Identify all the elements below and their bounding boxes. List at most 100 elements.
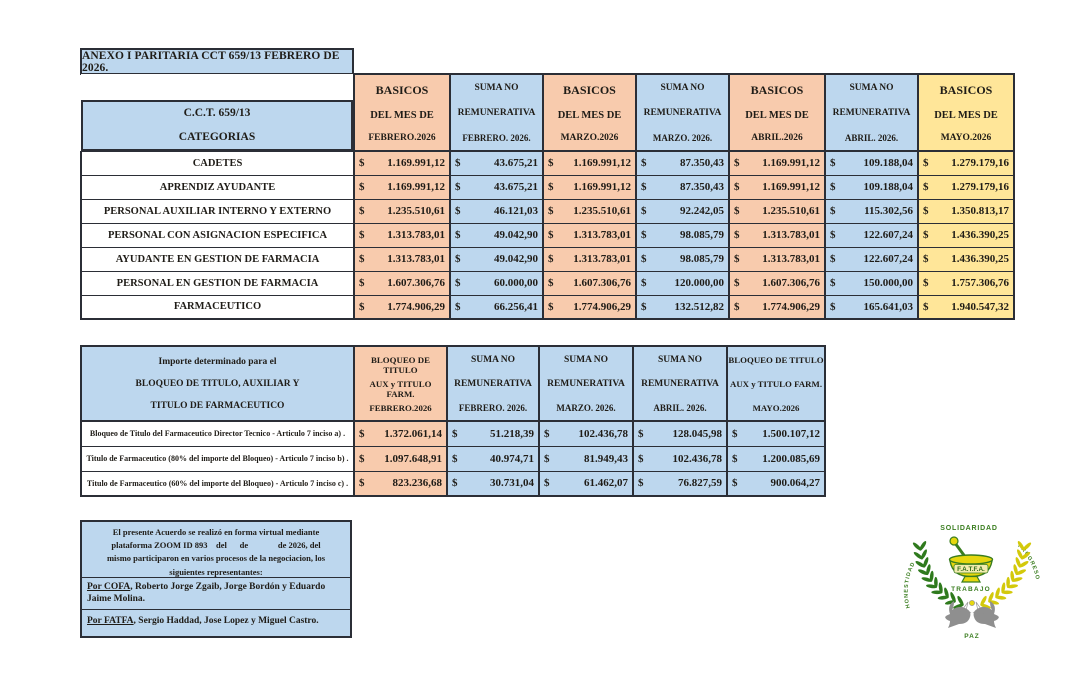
categorias-line: CATEGORIAS <box>178 130 256 143</box>
amount-value: 1.350.813,17 <box>951 205 1009 217</box>
currency-symbol: $ <box>452 452 458 465</box>
header-line1: SUMA NO <box>563 354 609 365</box>
category-cell: CADETES <box>80 150 355 176</box>
month-column-header: BASICOS DEL MES DE FEBRERO.2026 <box>353 73 451 152</box>
category-cell: FARMACEUTICO <box>80 294 355 320</box>
amount-value: 40.974,71 <box>490 452 534 465</box>
salary-value-cell: $1.774.906,29 <box>353 294 451 320</box>
cofa-names: , Roberto Jorge Zgaib, Jorge Bordón y Ed… <box>87 582 326 605</box>
header-line2: REMUNERATIVA <box>457 107 536 118</box>
salary-value-cell: $1.774.906,29 <box>728 294 826 320</box>
header-line3: ABRIL. 2026. <box>844 132 899 143</box>
amount-value: 120.000,00 <box>674 277 725 289</box>
header-line2: REMUNERATIVA <box>547 378 625 389</box>
bloqueo-value-cell: $1.372.061,14 <box>353 420 448 447</box>
logo-fatfa-text: F.A.T.F.A. <box>957 566 985 573</box>
category-cell: AYUDANTE EN GESTION DE FARMACIA <box>80 246 355 272</box>
amount-value: 823.236,68 <box>392 477 443 490</box>
amount-value: 1.774.906,29 <box>387 300 445 313</box>
header-line2: DEL MES DE <box>934 109 998 121</box>
amount-value: 132.512,82 <box>674 300 725 313</box>
laurel-right-icon <box>980 541 1032 609</box>
amount-value: 122.607,24 <box>863 253 914 265</box>
amount-value: 60.000,00 <box>494 277 538 289</box>
category-cell: PERSONAL CON ASIGNACION ESPECIFICA <box>80 222 355 248</box>
month-column-header: SUMA NO REMUNERATIVA FEBRERO. 2026. <box>449 73 544 152</box>
header-line2: AUX y TITULO FARM. <box>729 378 823 389</box>
currency-symbol: $ <box>830 229 836 241</box>
amount-value: 1.169.991,12 <box>573 181 631 193</box>
fatfa-names: , Sergio Haddad, Jose Lopez y Miguel Cas… <box>133 615 319 626</box>
bloqueo-value-cell: $40.974,71 <box>446 445 540 472</box>
currency-symbol: $ <box>732 477 738 490</box>
currency-symbol: $ <box>452 427 458 440</box>
salary-value-cell: $1.757.306,76 <box>917 270 1015 296</box>
currency-symbol: $ <box>359 477 365 490</box>
salary-value-cell: $1.235.510,61 <box>353 198 451 224</box>
salary-value-cell: $150.000,00 <box>824 270 919 296</box>
currency-symbol: $ <box>734 181 740 193</box>
corner-line2: BLOQUEO DE TITULO, AUXILIAR Y <box>135 378 300 389</box>
bloqueo-value-cell: $128.045,98 <box>632 420 728 447</box>
bloqueo-column-header: BLOQUEO DE TITULO AUX y TITULO FARM. MAYO.… <box>726 345 826 422</box>
amount-value: 87.350,43 <box>680 157 724 170</box>
amount-value: 1.607.306,76 <box>573 277 631 289</box>
currency-symbol: $ <box>359 452 365 465</box>
currency-symbol: $ <box>641 229 647 241</box>
header-line1: SUMA NO <box>657 354 703 365</box>
header-line3: MARZO.2026 <box>560 132 619 143</box>
salary-value-cell: $1.169.991,12 <box>728 174 826 200</box>
currency-symbol: $ <box>548 300 554 313</box>
salary-value-cell: $1.774.906,29 <box>542 294 637 320</box>
salary-value-cell: $43.675,21 <box>449 150 544 176</box>
salary-value-cell: $1.169.991,12 <box>353 174 451 200</box>
amount-value: 1.097.648,91 <box>384 452 442 465</box>
table-row: Bloqueo de Titulo del Farmaceutico Direc… <box>80 420 826 447</box>
salary-value-cell: $66.256,41 <box>449 294 544 320</box>
amount-value: 43.675,21 <box>494 157 538 170</box>
table-row: APRENDIZ AYUDANTE $1.169.991,12 $43.675,21… <box>80 174 1015 200</box>
cofa-representatives: Por COFA, Roberto Jorge Zgaib, Jorge Bor… <box>82 578 350 610</box>
bloqueo-value-cell: $1.200.085,69 <box>726 445 826 472</box>
currency-symbol: $ <box>641 205 647 217</box>
currency-symbol: $ <box>830 205 836 217</box>
bloqueo-label-cell: Bloqueo de Titulo del Farmaceutico Direc… <box>80 420 355 447</box>
salary-value-cell: $43.675,21 <box>449 174 544 200</box>
salary-value-cell: $1.607.306,76 <box>353 270 451 296</box>
salary-value-cell: $46.121,03 <box>449 198 544 224</box>
header-line1: BLOQUEO DE TITULO <box>728 354 824 365</box>
amount-value: 1.436.390,25 <box>951 253 1009 265</box>
anexo-title: ANEXO I PARITARIA CCT 659/13 FEBRERO DE … <box>80 48 354 75</box>
amount-value: 1.774.906,29 <box>573 300 631 313</box>
salary-value-cell: $49.042,90 <box>449 222 544 248</box>
bloqueo-value-cell: $102.436,78 <box>538 420 634 447</box>
currency-symbol: $ <box>455 277 461 289</box>
amount-value: 1.436.390,25 <box>951 229 1009 241</box>
currency-symbol: $ <box>641 157 647 170</box>
bloqueo-value-cell: $823.236,68 <box>353 470 448 497</box>
currency-symbol: $ <box>734 253 740 265</box>
salary-value-cell: $1.279.179,16 <box>917 174 1015 200</box>
amount-value: 1.279.179,16 <box>951 181 1009 193</box>
currency-symbol: $ <box>548 157 554 170</box>
currency-symbol: $ <box>638 427 644 440</box>
amount-value: 1.200.085,69 <box>762 452 820 465</box>
cofa-label: Por COFA <box>87 582 131 592</box>
header-line2: DEL MES DE <box>745 109 809 121</box>
salary-value-cell: $115.302,56 <box>824 198 919 224</box>
amount-value: 1.607.306,76 <box>762 277 820 289</box>
header-line3: FEBRERO.2026 <box>369 402 432 413</box>
fatfa-label: Por FATFA <box>87 615 134 626</box>
table-row: Titulo de Farmaceutico (60% del importe … <box>80 470 826 497</box>
currency-symbol: $ <box>452 477 458 490</box>
currency-symbol: $ <box>359 427 365 440</box>
laurel-left-icon <box>912 541 964 609</box>
amount-value: 102.436,78 <box>578 427 629 440</box>
bloqueo-value-cell: $1.097.648,91 <box>353 445 448 472</box>
currency-symbol: $ <box>359 181 365 193</box>
month-column-header: SUMA NO REMUNERATIVA MARZO. 2026. <box>635 73 730 152</box>
amount-value: 61.462,07 <box>584 477 628 490</box>
logo-trabajo-text: TRABAJO <box>951 586 991 593</box>
table-row: AYUDANTE EN GESTION DE FARMACIA $1.313.78… <box>80 246 1015 272</box>
cct-categorias-box: C.C.T. 659/13 CATEGORIAS <box>81 99 353 151</box>
